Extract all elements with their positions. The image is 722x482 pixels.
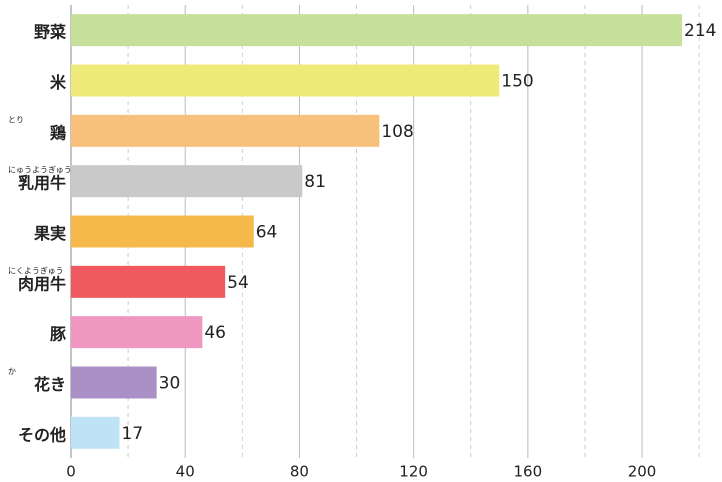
bar — [71, 115, 379, 147]
x-tick-label: 120 — [399, 463, 428, 481]
x-tick-label: 200 — [628, 463, 657, 481]
value-label: 214 — [684, 21, 716, 41]
value-label: 17 — [122, 424, 144, 444]
y-tick-label: 豚 — [50, 325, 66, 344]
value-label: 64 — [256, 223, 278, 243]
category-reading: とり — [8, 115, 24, 124]
y-tick-label: 花き — [34, 375, 66, 394]
x-tick-label: 160 — [514, 463, 543, 481]
bar — [71, 417, 120, 449]
value-label: 108 — [381, 122, 413, 142]
y-tick-label: 乳用牛 — [18, 174, 66, 193]
y-tick-label: 果実 — [33, 224, 66, 243]
bar — [71, 367, 157, 399]
chart: 0 40 80 120 160 200 214 野菜 150 米 108 鶏 とり 81 乳用牛にゅうようぎ… — [0, 0, 722, 482]
x-tick-label: 40 — [176, 463, 195, 481]
y-tick-label: 肉用牛 — [18, 274, 66, 293]
bar — [71, 14, 682, 46]
y-tick-label: 野菜 — [34, 23, 66, 42]
category-reading: にくようぎゅう — [8, 265, 64, 275]
bar — [71, 316, 202, 348]
bar — [71, 216, 254, 248]
value-label: 81 — [304, 172, 326, 192]
y-tick-label: 鶏 — [50, 123, 66, 142]
value-label: 150 — [501, 72, 533, 92]
x-tick-label: 0 — [66, 463, 76, 481]
x-tick-label: 80 — [290, 463, 309, 481]
bar — [71, 65, 499, 97]
value-label: 54 — [227, 273, 249, 293]
bar — [71, 266, 225, 298]
value-label: 30 — [159, 374, 181, 394]
category-reading: にゅうようぎゅう — [8, 165, 72, 175]
bar — [71, 165, 302, 197]
value-label: 46 — [204, 323, 226, 343]
y-tick-label: 米 — [50, 73, 67, 92]
y-tick-label: その他 — [18, 425, 66, 444]
category-reading: か — [8, 367, 16, 376]
